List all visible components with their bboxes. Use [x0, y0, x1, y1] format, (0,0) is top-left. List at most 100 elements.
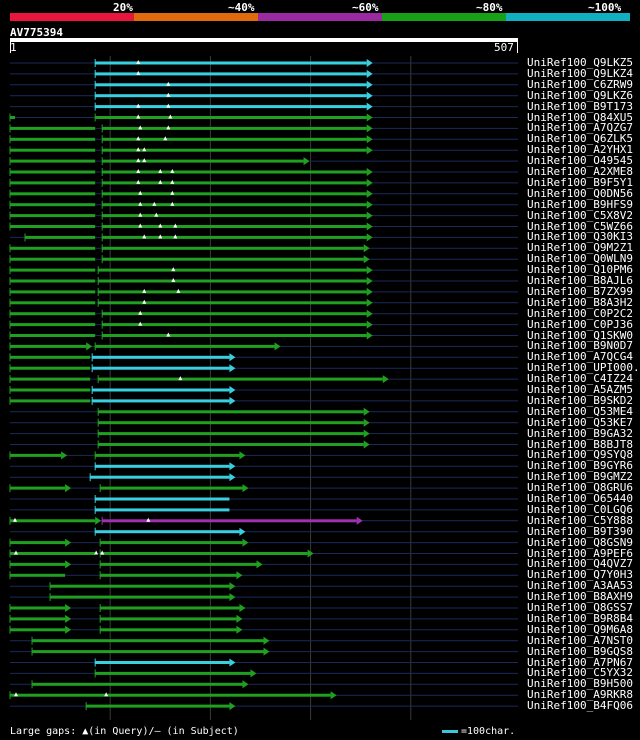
hit-label[interactable]: UniRef100_C6ZRW9 — [527, 77, 633, 91]
query-gap-marker — [138, 201, 143, 206]
query-gap-marker — [138, 223, 143, 228]
hit-arrow — [65, 560, 72, 569]
hit-label[interactable]: UniRef100_B7ZX99 — [527, 284, 633, 298]
hit-label[interactable]: UniRef100_Q1SKW0 — [527, 328, 633, 342]
hit-segment — [98, 443, 364, 446]
scale-swatch — [442, 729, 458, 733]
hit-arrow — [366, 69, 373, 78]
query-gap-marker — [154, 212, 159, 217]
hit-label[interactable]: UniRef100_Q8GSS7 — [527, 601, 633, 614]
hit-label[interactable]: UniRef100_B9GMZ2 — [527, 470, 633, 484]
hit-arrow — [229, 396, 236, 405]
hit-label[interactable]: UniRef100_Q9M6A8 — [527, 622, 633, 636]
hit-label[interactable]: UniRef100_Q4QVZ7 — [527, 557, 633, 571]
hit-label[interactable]: UniRef100_A7QCG4 — [527, 350, 633, 364]
hit-label[interactable]: UniRef100_B4FQ06 — [527, 699, 633, 713]
hit-label[interactable]: UniRef100_B9GYR6 — [527, 459, 633, 473]
hit-label[interactable]: UniRef100_B9T390 — [527, 524, 633, 538]
hit-label[interactable]: UniRef100_C4IZ24 — [527, 372, 633, 386]
hit-label[interactable]: UniRef100_Q9LKZ5 — [527, 56, 633, 69]
hit-arrow — [242, 680, 249, 689]
hit-segment — [92, 399, 230, 403]
hit-label[interactable]: UniRef100_A2YHX1 — [527, 143, 633, 157]
hit-arrow — [263, 636, 270, 645]
hit-label[interactable]: UniRef100_B9SKD2 — [527, 393, 633, 407]
hit-label[interactable]: UniRef100_O49545 — [527, 154, 633, 168]
hit-label[interactable]: UniRef100_B8BJT8 — [527, 437, 633, 451]
hit-label[interactable]: UniRef100_Q53ME4 — [527, 404, 633, 418]
hit-label[interactable]: UniRef100_C5YX32 — [527, 666, 633, 680]
hit-label[interactable]: UniRef100_Q7Y0H3 — [527, 568, 633, 582]
hit-arrow — [330, 691, 337, 700]
hit-label[interactable]: UniRef100_B9HFS9 — [527, 197, 633, 211]
hit-segment — [102, 170, 367, 174]
hit-label[interactable]: UniRef100_B9GA32 — [527, 426, 633, 440]
hit-label[interactable]: UniRef100_UPI000.. — [527, 361, 640, 375]
hit-segment — [95, 661, 230, 664]
query-gap-marker — [142, 234, 147, 239]
hit-label[interactable]: UniRef100_Q9LKZ4 — [527, 66, 633, 80]
hit-segment — [102, 246, 364, 250]
hit-label[interactable]: UniRef100_Q0WLN9 — [527, 252, 633, 266]
hit-label[interactable]: UniRef100_B9F5Y1 — [527, 175, 633, 189]
hit-segment — [102, 312, 367, 316]
hit-label[interactable]: UniRef100_Q8GRU6 — [527, 481, 633, 495]
hit-segment — [95, 497, 230, 501]
hit-segment — [95, 61, 367, 65]
hit-arrow — [303, 157, 310, 166]
hit-label[interactable]: UniRef100_B9N0D7 — [527, 339, 633, 353]
hit-label[interactable]: UniRef100_B9GQS8 — [527, 644, 633, 658]
hit-label[interactable]: UniRef100_A5AZM5 — [527, 383, 633, 396]
query-gap-marker — [100, 550, 105, 555]
hit-arrow — [86, 342, 93, 351]
hit-arrow — [366, 298, 373, 307]
hit-label[interactable]: UniRef100_C0PJ36 — [527, 317, 633, 331]
hit-label[interactable]: UniRef100_Q30KI3 — [527, 230, 633, 244]
hit-label[interactable]: UniRef100_C0P2C2 — [527, 306, 633, 320]
hit-label[interactable]: UniRef100_C5Y888 — [527, 513, 633, 527]
hit-arrow — [366, 320, 373, 329]
hit-label[interactable]: UniRef100_Q84XU5 — [527, 110, 633, 124]
hit-label[interactable]: UniRef100_B9H500 — [527, 677, 633, 691]
hit-arrow — [366, 80, 373, 89]
hit-label[interactable]: UniRef100_A2XME8 — [527, 165, 633, 178]
hit-label[interactable]: UniRef100_C0LGQ6 — [527, 502, 633, 516]
hit-arrow — [229, 386, 236, 394]
hit-label[interactable]: UniRef100_B8A3H2 — [527, 295, 633, 309]
hit-label[interactable]: UniRef100_A9RKR8 — [527, 688, 633, 702]
query-gap-marker — [142, 147, 147, 152]
hit-label[interactable]: UniRef100_B8AXH9 — [527, 590, 633, 604]
hit-label[interactable]: UniRef100_Q9SYQ8 — [527, 448, 633, 462]
hit-label[interactable]: UniRef100_A9PEF6 — [527, 546, 633, 560]
hit-segment — [10, 366, 91, 370]
hit-label[interactable]: UniRef100_B8AJL6 — [527, 274, 633, 287]
query-gap-marker — [142, 288, 147, 293]
hit-label[interactable]: UniRef100_Q6ZLK5 — [527, 132, 633, 146]
hit-label[interactable]: UniRef100_C5WZ66 — [527, 219, 633, 233]
hit-arrow — [256, 560, 263, 569]
hit-label[interactable]: UniRef100_C5X8V2 — [527, 208, 633, 222]
hit-label[interactable]: UniRef100_B9T173 — [527, 99, 633, 113]
hit-label[interactable]: UniRef100_Q8GSN9 — [527, 535, 633, 549]
hit-segment — [102, 214, 367, 218]
hit-label[interactable]: UniRef100_O65440 — [527, 492, 633, 505]
query-gap-marker — [170, 169, 175, 173]
hit-arrow — [65, 538, 72, 547]
query-gap-marker — [136, 136, 141, 141]
hit-label[interactable]: UniRef100_B9R8B4 — [527, 611, 633, 625]
hit-segment — [102, 519, 357, 523]
query-bar — [10, 38, 518, 42]
hit-label[interactable]: UniRef100_Q53KE7 — [527, 415, 633, 429]
hit-arrow — [363, 418, 370, 427]
hit-label[interactable]: UniRef100_Q10PM6 — [527, 263, 633, 277]
hit-arrow — [366, 211, 373, 220]
hit-label[interactable]: UniRef100_Q9M2Z1 — [527, 241, 633, 255]
hit-arrow — [229, 582, 236, 591]
hit-label[interactable]: UniRef100_A7QZG7 — [527, 121, 633, 135]
hit-label[interactable]: UniRef100_Q9LKZ6 — [527, 88, 633, 102]
hit-arrow — [366, 309, 373, 318]
hit-label[interactable]: UniRef100_A7PN67 — [527, 655, 633, 669]
hit-label[interactable]: UniRef100_Q0DN56 — [527, 186, 633, 200]
hit-label[interactable]: UniRef100_A3AA53 — [527, 579, 633, 593]
hit-label[interactable]: UniRef100_A7NST0 — [527, 633, 633, 647]
